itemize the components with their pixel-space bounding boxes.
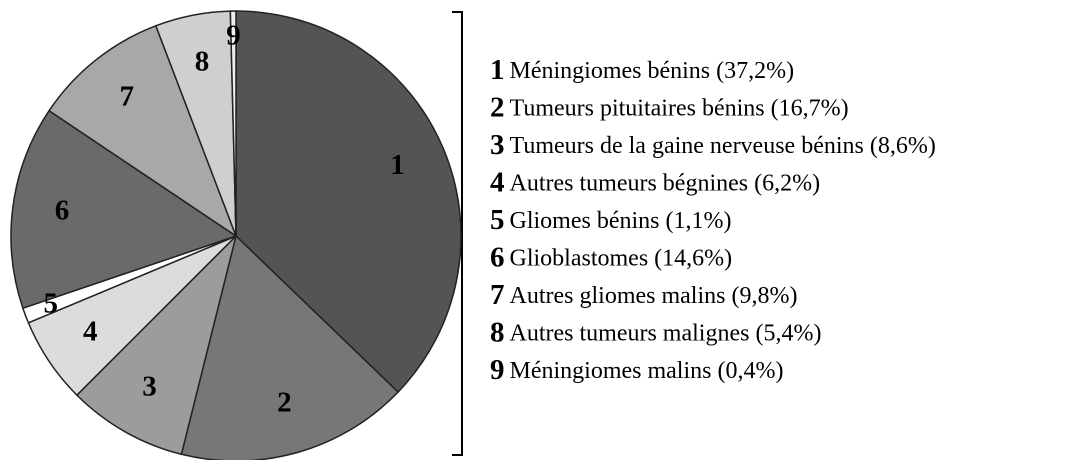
slice-label: 7 (119, 80, 134, 112)
slice-label: 5 (44, 288, 59, 320)
legend-key: 5 (490, 204, 505, 236)
legend-key: 8 (490, 316, 505, 348)
legend-value: (6,2%) (754, 170, 820, 196)
legend-label: Autres tumeurs bégnines (510, 170, 749, 196)
legend-value: (5,4%) (755, 320, 821, 346)
slice-label: 2 (277, 386, 292, 418)
legend-key: 1 (490, 54, 505, 86)
legend-value: (37,2%) (716, 58, 794, 84)
legend-key: 6 (490, 241, 505, 273)
slice-label: 3 (142, 370, 157, 402)
legend-value: (0,4%) (717, 358, 783, 384)
legend-key: 7 (490, 279, 505, 311)
legend-entry: 8 Autres tumeurs malignes (5,4%) (490, 316, 821, 348)
legend-label: Autres gliomes malins (510, 283, 726, 309)
pie-slice (75, 233, 238, 456)
slice-label: 9 (226, 20, 241, 52)
pie-slice (10, 109, 238, 310)
legend-bracket (452, 11, 463, 456)
legend-label: Glioblastomes (510, 245, 649, 271)
legend-label: Tumeurs de la gaine nerveuse bénins (510, 133, 864, 159)
legend-label: Méningiomes bénins (510, 58, 711, 84)
slice-label: 6 (55, 195, 70, 227)
legend-entry: 1 Méningiomes bénins (37,2%) (490, 54, 794, 86)
pie-slice (180, 234, 400, 460)
legend-entry: 9 Méningiomes malins (0,4%) (490, 354, 783, 386)
pie-slice (235, 10, 462, 394)
legend-label: Gliomes bénins (510, 208, 660, 234)
legend-key: 2 (490, 91, 505, 123)
legend-label: Méningiomes malins (510, 358, 712, 384)
legend-value: (1,1%) (666, 208, 732, 234)
slice-label: 1 (390, 149, 405, 181)
pie-slice (229, 10, 237, 237)
legend-entry: 5 Gliomes bénins (1,1%) (490, 204, 731, 236)
legend-value: (9,8%) (731, 283, 797, 309)
legend-label: Autres tumeurs malignes (510, 320, 750, 346)
legend-key: 4 (490, 166, 505, 198)
slice-label: 4 (83, 315, 98, 347)
pie-slice (48, 24, 238, 238)
legend-key: 9 (490, 354, 505, 386)
legend-entry: 2 Tumeurs pituitaires bénins (16,7%) (490, 91, 849, 123)
legend-entry: 3 Tumeurs de la gaine nerveuse bénins (8,6… (490, 129, 936, 161)
legend-label: Tumeurs pituitaires bénins (510, 95, 765, 121)
legend-key: 3 (490, 129, 505, 161)
legend-entry: 4 Autres tumeurs bégnines (6,2%) (490, 166, 820, 198)
legend-value: (8,6%) (870, 133, 936, 159)
legend-value: (16,7%) (771, 95, 849, 121)
slice-label: 8 (195, 45, 210, 77)
legend-entry: 6 Glioblastomes (14,6%) (490, 241, 732, 273)
legend-value: (14,6%) (654, 245, 732, 271)
legend-entry: 7 Autres gliomes malins (9,8%) (490, 279, 797, 311)
